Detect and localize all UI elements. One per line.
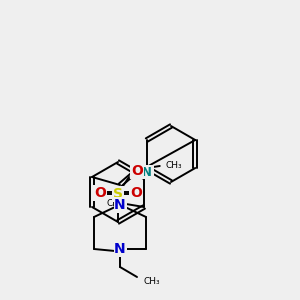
Text: S: S [113, 187, 123, 201]
Text: HN: HN [133, 166, 153, 178]
Text: CH₃: CH₃ [106, 200, 123, 208]
Text: O: O [131, 164, 143, 178]
Text: O: O [94, 186, 106, 200]
Text: CH₃: CH₃ [143, 277, 160, 286]
Text: O: O [130, 186, 142, 200]
Text: N: N [114, 242, 126, 256]
Text: CH₃: CH₃ [166, 161, 182, 170]
Text: N: N [114, 198, 126, 212]
